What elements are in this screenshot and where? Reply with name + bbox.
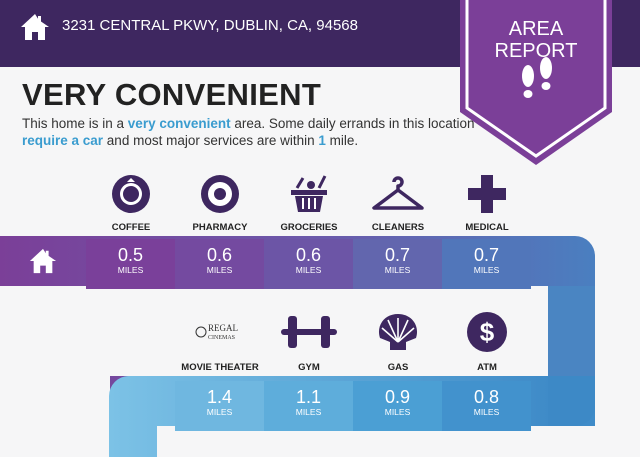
distance-cell: 0.6 MILES (175, 239, 264, 289)
service-gas: GAS 0.9 MILES (353, 310, 442, 431)
distance-unit: MILES (384, 407, 411, 417)
cross-icon (442, 172, 532, 216)
service-label: GAS (387, 362, 409, 373)
distance-unit: MILES (473, 265, 500, 275)
distance-unit: MILES (384, 265, 411, 275)
service-pharmacy: PHARMACY 0.6 MILES (175, 172, 264, 289)
service-label: MEDICAL (465, 222, 509, 233)
target-icon (175, 172, 265, 216)
distance-cell: 0.8 MILES (442, 381, 531, 431)
distance-unit: MILES (295, 265, 322, 275)
service-label: PHARMACY (192, 222, 248, 233)
service-label: GYM (298, 362, 320, 373)
home-icon (29, 248, 57, 274)
distance-value: 0.8 (473, 387, 500, 407)
distance-value: 0.7 (473, 245, 500, 265)
row1-services: COFFEE 0.5 MILES PHARMACY 0.6 MILES GROCER… (86, 172, 531, 289)
service-label: ATM (477, 362, 497, 373)
distance-cell: 0.5 MILES (86, 239, 175, 289)
badge-line2: REPORT (494, 40, 578, 62)
service-gym: GYM 1.1 MILES (264, 310, 353, 431)
svg-text:CINEMAS: CINEMAS (208, 335, 235, 341)
distance-cell: 1.4 MILES (175, 381, 264, 431)
service-coffee: COFFEE 0.5 MILES (86, 172, 175, 289)
service-groceries: GROCERIES 0.6 MILES (264, 172, 353, 289)
badge-line1: AREA (508, 18, 564, 40)
service-label: MOVIE THEATER (181, 362, 259, 373)
row2-services: REGAL CINEMAS MOVIE THEATER 1.4 MILES GYM … (175, 310, 531, 431)
svg-text:REGAL: REGAL (208, 323, 238, 333)
distance-unit: MILES (206, 407, 233, 417)
home-icon (21, 14, 49, 40)
distance-value: 0.5 (117, 245, 144, 265)
distance-cell: 1.1 MILES (264, 381, 353, 431)
starbucks-icon (86, 172, 176, 216)
distance-value: 1.4 (206, 387, 233, 407)
dollar-icon: $ (442, 310, 532, 354)
shell-icon (353, 310, 443, 354)
description: This home is in a very convenient area. … (22, 116, 475, 148)
service-atm: $ ATM 0.8 MILES (442, 310, 531, 431)
service-medical: MEDICAL 0.7 MILES (442, 172, 531, 289)
service-movie-theater: REGAL CINEMAS MOVIE THEATER 1.4 MILES (175, 310, 264, 431)
service-cleaners: CLEANERS 0.7 MILES (353, 172, 442, 289)
distance-value: 0.6 (295, 245, 322, 265)
service-label: COFFEE (111, 222, 151, 233)
distance-cell: 0.7 MILES (442, 239, 531, 289)
distance-value: 0.9 (384, 387, 411, 407)
distance-value: 0.7 (384, 245, 411, 265)
distance-cell: 0.6 MILES (264, 239, 353, 289)
service-label: GROCERIES (280, 222, 338, 233)
distance-unit: MILES (473, 407, 500, 417)
dumbbell-icon (264, 310, 354, 354)
distance-cell: 0.9 MILES (353, 381, 442, 431)
home-cell (0, 236, 86, 286)
distance-unit: MILES (117, 265, 144, 275)
distance-value: 0.6 (206, 245, 233, 265)
regal-cinemas-logo: REGAL CINEMAS (175, 310, 265, 354)
distance-value: 1.1 (295, 387, 322, 407)
distance-cell: 0.7 MILES (353, 239, 442, 289)
basket-icon (264, 172, 354, 216)
page-title: VERY CONVENIENT (22, 77, 322, 112)
svg-text:$: $ (480, 317, 495, 347)
address: 3231 CENTRAL PKWY, DUBLIN, CA, 94568 (62, 17, 358, 34)
service-label: CLEANERS (371, 222, 425, 233)
footprints-icon (522, 57, 552, 98)
area-report-badge (460, 0, 612, 165)
hanger-icon (353, 172, 443, 216)
distance-unit: MILES (206, 265, 233, 275)
distance-unit: MILES (295, 407, 322, 417)
